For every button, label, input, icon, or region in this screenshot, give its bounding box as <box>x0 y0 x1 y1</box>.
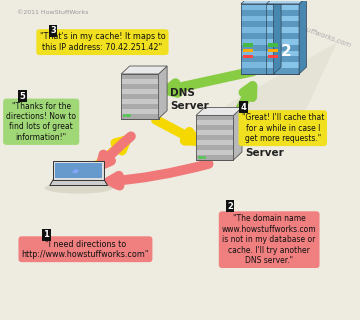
Polygon shape <box>196 108 242 116</box>
Text: ©2011 HowStuffWorks: ©2011 HowStuffWorks <box>17 10 89 15</box>
Polygon shape <box>121 99 159 104</box>
Text: "The domain name
www.howstuffworks.com
is not in my database or
cache. I'll try : "The domain name www.howstuffworks.com i… <box>222 214 316 265</box>
Polygon shape <box>241 33 274 39</box>
Polygon shape <box>266 10 299 16</box>
Polygon shape <box>196 135 233 140</box>
Polygon shape <box>241 51 274 56</box>
Polygon shape <box>268 44 278 47</box>
Polygon shape <box>196 145 233 150</box>
Polygon shape <box>121 74 159 79</box>
Ellipse shape <box>45 182 113 194</box>
Polygon shape <box>159 66 167 119</box>
Polygon shape <box>266 33 299 39</box>
Polygon shape <box>50 180 108 186</box>
Polygon shape <box>241 16 274 21</box>
Polygon shape <box>121 74 159 119</box>
Polygon shape <box>243 49 253 52</box>
Polygon shape <box>241 62 274 68</box>
Polygon shape <box>196 125 233 130</box>
Polygon shape <box>241 21 274 27</box>
Text: www.howstuffworks.com: www.howstuffworks.com <box>268 13 352 49</box>
Text: "I need directions to
http://www.howstuffworks.com": "I need directions to http://www.howstuf… <box>22 239 149 259</box>
Text: "Great! I'll cache that
for a while in case I
get more requests.": "Great! I'll cache that for a while in c… <box>242 113 324 143</box>
Polygon shape <box>266 16 299 21</box>
Text: DNS
Server: DNS Server <box>171 88 209 111</box>
Polygon shape <box>243 55 253 58</box>
Polygon shape <box>55 163 102 178</box>
Polygon shape <box>121 79 159 84</box>
Polygon shape <box>241 45 274 51</box>
Polygon shape <box>241 0 281 4</box>
Polygon shape <box>196 116 233 120</box>
Polygon shape <box>121 94 159 99</box>
Polygon shape <box>266 68 299 74</box>
Polygon shape <box>266 4 299 74</box>
Polygon shape <box>225 42 337 138</box>
Polygon shape <box>241 4 274 74</box>
Polygon shape <box>241 4 274 10</box>
Polygon shape <box>196 130 233 135</box>
Polygon shape <box>241 27 274 33</box>
Polygon shape <box>266 56 299 62</box>
Polygon shape <box>121 84 159 89</box>
Polygon shape <box>266 4 299 10</box>
Polygon shape <box>266 39 299 45</box>
Polygon shape <box>299 0 307 74</box>
Polygon shape <box>268 49 278 52</box>
Polygon shape <box>266 45 299 51</box>
Polygon shape <box>196 150 233 155</box>
Polygon shape <box>243 44 253 47</box>
Polygon shape <box>196 155 233 160</box>
Polygon shape <box>241 68 274 74</box>
Text: 1: 1 <box>43 230 49 239</box>
Polygon shape <box>233 108 242 160</box>
Polygon shape <box>121 104 159 109</box>
Polygon shape <box>266 0 307 4</box>
Polygon shape <box>241 10 274 16</box>
Polygon shape <box>196 120 233 125</box>
Polygon shape <box>121 66 167 74</box>
Polygon shape <box>268 55 278 58</box>
Text: 3: 3 <box>50 27 56 36</box>
Polygon shape <box>274 0 281 74</box>
Text: 2: 2 <box>227 202 233 211</box>
Text: 2: 2 <box>281 44 292 59</box>
Polygon shape <box>266 21 299 27</box>
Text: "That's in my cache! It maps to
this IP address: 70.42.251.42": "That's in my cache! It maps to this IP … <box>40 32 165 52</box>
Polygon shape <box>121 114 159 119</box>
Text: 4: 4 <box>241 103 247 112</box>
Polygon shape <box>266 51 299 56</box>
Polygon shape <box>196 116 233 160</box>
Polygon shape <box>241 39 274 45</box>
Polygon shape <box>53 161 104 180</box>
Text: DNS
Server: DNS Server <box>246 136 284 158</box>
Polygon shape <box>241 56 274 62</box>
Polygon shape <box>266 62 299 68</box>
Text: 5: 5 <box>19 92 26 101</box>
Polygon shape <box>196 140 233 145</box>
Polygon shape <box>121 89 159 94</box>
Polygon shape <box>266 27 299 33</box>
Text: "Thanks for the
directions! Now to
find lots of great
information!": "Thanks for the directions! Now to find … <box>6 102 76 142</box>
Polygon shape <box>121 109 159 114</box>
